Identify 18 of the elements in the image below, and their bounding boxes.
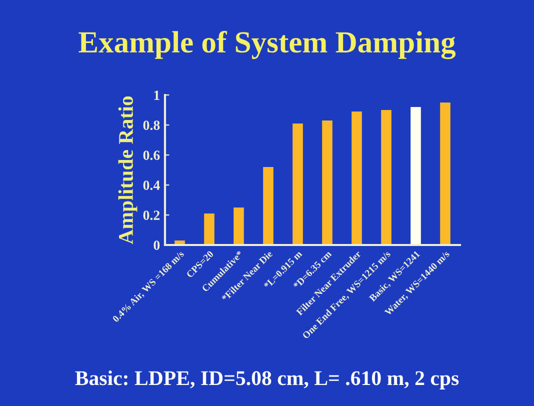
bar [410,107,421,245]
bar [204,214,214,245]
y-tick-label: 0.6 [143,150,160,160]
text: Basic: LDPE, ID=5.08 cm, L= .610 m, 2 cps [75,370,459,390]
bar [263,167,274,245]
bar [292,124,303,245]
chart-title: Example of System Damping [78,30,456,60]
y-axis-title: Amplitude Ratio [118,96,138,244]
bar [234,208,244,245]
y-tick-label: 0 [154,240,160,250]
y-tick-label: 0.4 [143,180,160,190]
y-tick-label: 0.2 [143,210,160,220]
bar [322,120,332,245]
y-tick-label: 0.8 [143,120,160,130]
bar [381,110,392,245]
y-tick-label: 1 [154,90,160,100]
bar [440,102,450,245]
bar [352,112,362,245]
